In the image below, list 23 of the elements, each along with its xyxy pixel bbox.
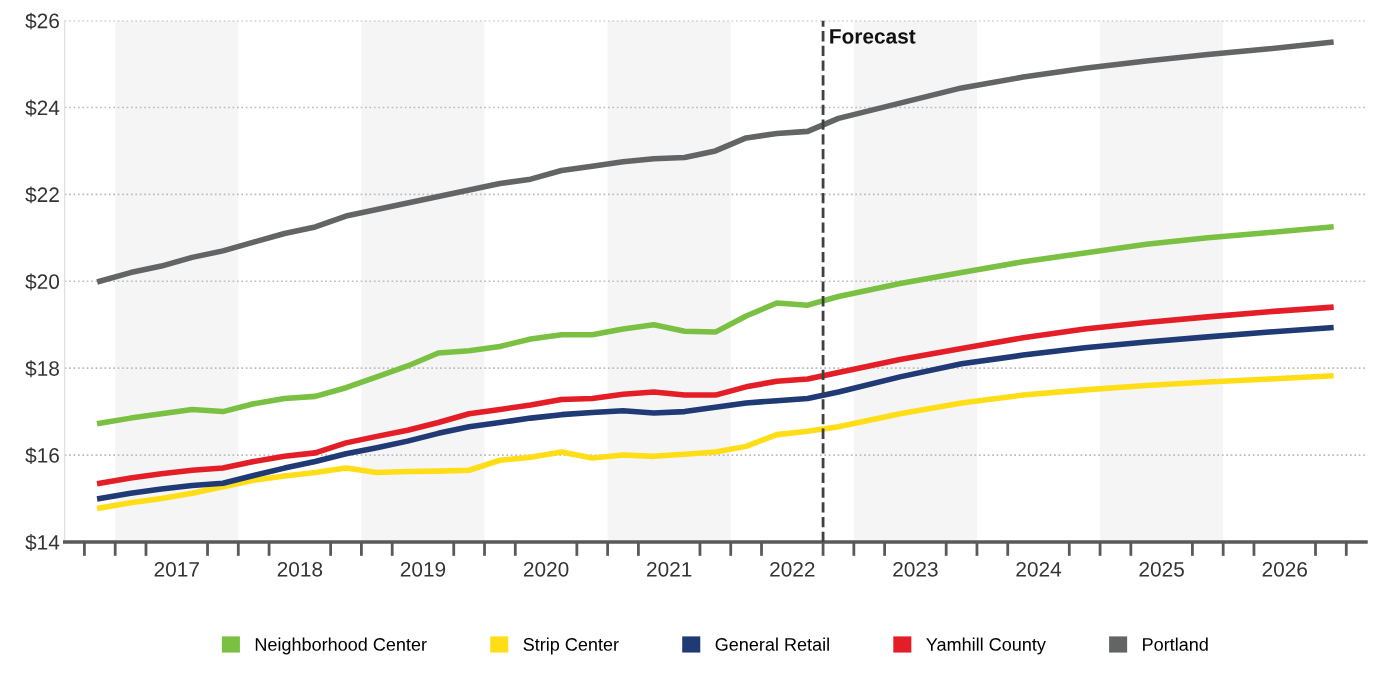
y-tick-label: $14 — [25, 534, 60, 551]
y-tick-label: $20 — [25, 273, 60, 291]
x-tick-label: 2023 — [893, 561, 938, 577]
x-tick-label: 2020 — [523, 561, 569, 577]
x-tick-label: 2022 — [770, 561, 815, 577]
y-tick-label: $24 — [25, 99, 60, 117]
legend-label: Portland — [1143, 637, 1208, 651]
ref-line-label: Forecast — [830, 29, 916, 44]
x-tick-label: 2026 — [1262, 561, 1307, 577]
y-tick-label: $16 — [25, 447, 59, 465]
y-tick-label: $26 — [25, 12, 59, 30]
legend-label: General Retail — [715, 637, 829, 651]
y-tick-label: $18 — [25, 360, 59, 378]
legend-label: Strip Center — [523, 637, 619, 655]
x-tick-label: 2018 — [277, 561, 323, 577]
x-tick-label: 2021 — [647, 561, 692, 577]
y-tick-label: $22 — [25, 186, 59, 204]
x-tick-label: 2025 — [1139, 561, 1184, 577]
legend-label: Neighborhood Center — [255, 637, 427, 655]
x-tick-label: 2017 — [154, 561, 199, 577]
legend-label: Yamhill County — [926, 637, 1046, 655]
x-tick-label: 2019 — [400, 561, 446, 577]
x-tick-label: 2024 — [1016, 561, 1062, 577]
